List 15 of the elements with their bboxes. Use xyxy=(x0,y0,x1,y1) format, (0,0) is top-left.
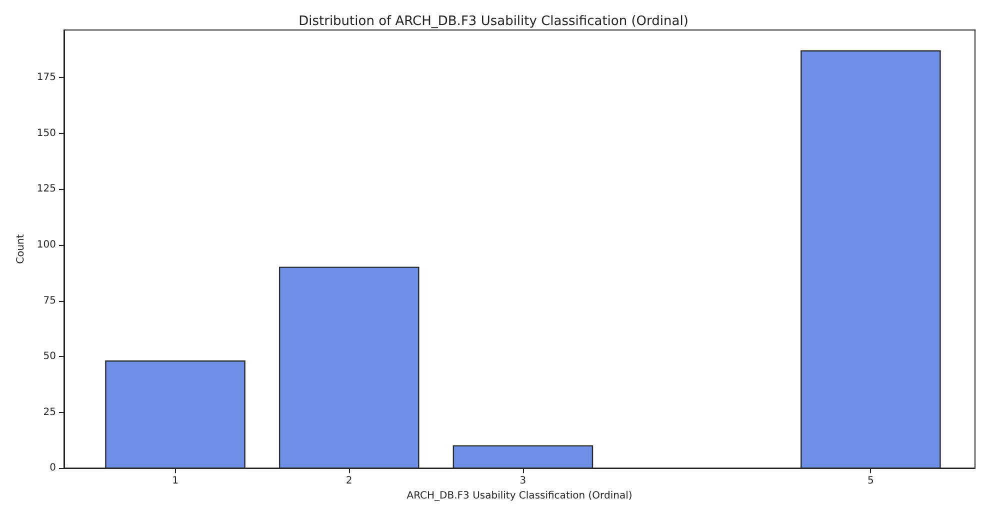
y-tick-label: 75 xyxy=(43,295,56,306)
chart-title: Distribution of ARCH_DB.F3 Usability Classification (Ordinal) xyxy=(298,14,688,29)
y-tick-label: 175 xyxy=(36,72,56,84)
y-tick-label: 125 xyxy=(36,184,56,195)
y-tick-label: 0 xyxy=(50,462,56,474)
x-tick-label: 2 xyxy=(346,476,352,487)
x-axis-title: ARCH_DB.F3 Usability Classification (Ordinal) xyxy=(406,490,632,502)
y-tick-label: 100 xyxy=(36,239,56,250)
y-tick-label: 25 xyxy=(43,406,56,418)
y-axis-title: Count xyxy=(16,234,26,264)
y-tick-label: 150 xyxy=(36,128,56,139)
x-tick-label: 3 xyxy=(520,476,526,487)
y-tick-label: 50 xyxy=(43,351,56,362)
x-tick-label: 5 xyxy=(868,476,874,487)
x-tick-label: 1 xyxy=(172,476,178,487)
